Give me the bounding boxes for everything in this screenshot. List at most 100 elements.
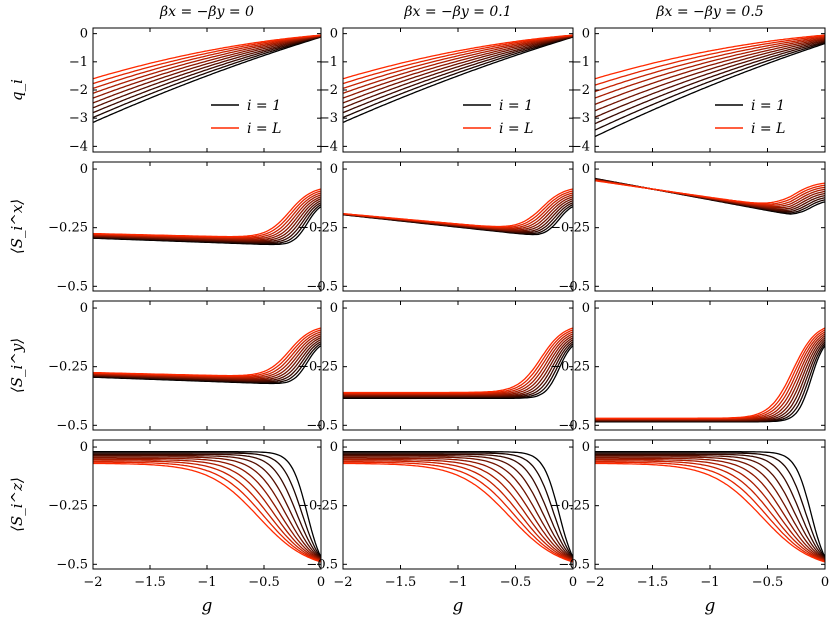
series-line-site-1 <box>93 451 321 558</box>
x-tick-label: 0 <box>821 575 829 590</box>
series-line-site-5 <box>595 456 825 560</box>
x-tick-label: −2 <box>585 575 604 590</box>
series-line-site-10 <box>595 180 825 204</box>
series-line-site-2 <box>93 36 321 119</box>
row-label-1: q_i <box>8 79 26 101</box>
series-line-site-1 <box>343 36 573 123</box>
y-tick-label: −0.5 <box>306 557 338 572</box>
series-line-site-10 <box>343 34 573 80</box>
series-line-site-8 <box>93 460 321 562</box>
panel-2-2: 0 −0.25 −0.5 <box>298 161 574 294</box>
y-tick-label: 0 <box>330 440 338 455</box>
y-tick-label: −3 <box>571 111 590 126</box>
series-line-site-7 <box>343 458 573 561</box>
series-group <box>93 34 321 123</box>
y-tick-label: −0.5 <box>558 418 590 433</box>
y-tick-label: −0.25 <box>298 499 338 514</box>
series-line-site-1 <box>93 36 321 123</box>
panel-frame <box>594 161 826 292</box>
y-tick-label: −4 <box>69 139 88 154</box>
series-line-site-4 <box>93 35 321 109</box>
series-line-site-3 <box>595 40 825 125</box>
series-line-site-6 <box>93 35 321 99</box>
series-line-site-7 <box>343 333 573 396</box>
y-tick-label: 0 <box>582 440 590 455</box>
x-tick-label: −0.5 <box>752 575 784 590</box>
y-tick-label: 0 <box>330 27 338 42</box>
series-line-site-6 <box>343 335 573 396</box>
x-tick-label: −1.5 <box>134 575 166 590</box>
y-tick-label: −0.5 <box>56 279 88 294</box>
series-line-site-10 <box>93 462 321 563</box>
series-line-site-10 <box>343 327 573 394</box>
row-label-4: ⟨S_i^z⟩ <box>8 477 26 532</box>
series-group <box>93 451 321 563</box>
column-title-1: βx = −βy = 0 <box>159 4 254 20</box>
series-line-site-2 <box>595 343 825 423</box>
series-line-site-4 <box>343 339 573 398</box>
series-line-site-10 <box>343 462 573 563</box>
series-line-site-2 <box>93 452 321 559</box>
series-line-site-5 <box>93 456 321 560</box>
x-tick-label: −1.5 <box>637 575 669 590</box>
series-line-site-10 <box>595 327 825 419</box>
x-tick-label: −1 <box>197 575 216 590</box>
series-line-site-2 <box>343 452 573 559</box>
series-line-site-4 <box>595 454 825 560</box>
y-tick-label: −2 <box>319 83 338 98</box>
series-line-site-10 <box>595 34 825 80</box>
series-line-site-3 <box>93 35 321 114</box>
series-line-site-3 <box>595 453 825 559</box>
x-tick-label: −0.5 <box>500 575 532 590</box>
series-line-site-3 <box>343 35 573 114</box>
series-line-site-3 <box>343 453 573 559</box>
series-line-site-1 <box>343 451 573 558</box>
series-line-site-9 <box>93 34 321 85</box>
series-line-site-9 <box>93 461 321 563</box>
series-line-site-2 <box>343 343 573 399</box>
y-tick-label: 0 <box>330 301 338 316</box>
y-tick-label: −0.5 <box>306 279 338 294</box>
series-line-site-2 <box>595 41 825 131</box>
series-line-site-10 <box>93 327 321 377</box>
series-line-site-3 <box>93 453 321 559</box>
y-tick-label: −0.25 <box>550 360 590 375</box>
row-label-2: ⟨S_i^x⟩ <box>8 199 26 254</box>
series-line-site-9 <box>595 461 825 563</box>
panel-4-3: −2 −1.5 −1 −0.5 0 0 −0.25 −0.5 <box>550 439 829 590</box>
series-line-site-2 <box>595 452 825 559</box>
panel-4-2: −2 −1.5 −1 −0.5 0 0 −0.25 −0.5 <box>298 439 577 590</box>
y-tick-label: 0 <box>80 27 88 42</box>
series-line-site-2 <box>343 36 573 119</box>
x-tick-label: −2 <box>83 575 102 590</box>
series-line-site-10 <box>595 462 825 563</box>
series-group <box>343 451 573 563</box>
series-group <box>93 327 321 385</box>
series-line-site-6 <box>343 35 573 99</box>
panel-1-3: 0 −1 −2 −3 −4 i = 1 i = L <box>571 27 826 154</box>
panel-4-1: −2 −1.5 −1 −0.5 0 0 −0.25 −0.5 <box>48 439 325 590</box>
series-line-site-9 <box>595 179 825 205</box>
x-tick-label: −1 <box>448 575 467 590</box>
series-line-site-1 <box>595 42 825 138</box>
series-line-site-9 <box>343 461 573 563</box>
y-tick-label: −0.25 <box>550 221 590 236</box>
series-line-site-8 <box>343 34 573 90</box>
series-line-site-7 <box>595 179 825 208</box>
column-title-2: βx = −βy = 0.1 <box>403 4 511 20</box>
legend-label-last: i = L <box>751 121 785 137</box>
y-tick-label: −0.5 <box>56 557 88 572</box>
y-tick-label: −0.25 <box>48 360 88 375</box>
panel-3-1: 0 −0.25 −0.5 <box>48 300 322 433</box>
series-line-site-4 <box>93 454 321 560</box>
legend-label-last: i = L <box>247 121 281 137</box>
y-tick-label: −4 <box>319 139 338 154</box>
series-line-site-6 <box>595 457 825 561</box>
x-axis-label-2: g <box>453 596 464 616</box>
y-tick-label: −1 <box>69 55 88 70</box>
x-tick-label: 0 <box>317 575 325 590</box>
series-line-site-9 <box>595 35 825 86</box>
series-line-site-6 <box>595 38 825 105</box>
panel-frame <box>594 27 826 153</box>
y-tick-label: −0.25 <box>298 221 338 236</box>
